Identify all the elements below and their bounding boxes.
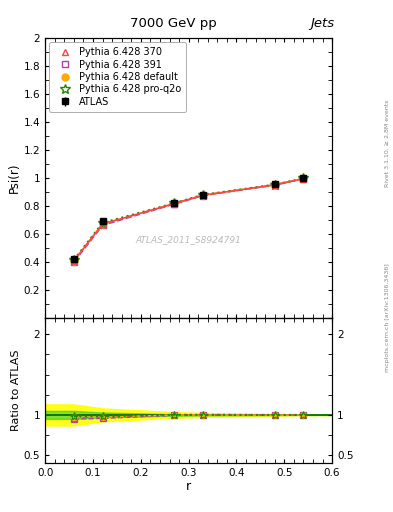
- Text: Jets: Jets: [310, 16, 334, 30]
- Pythia 6.428 391: [72, 259, 76, 265]
- Text: ATLAS_2011_S8924791: ATLAS_2011_S8924791: [136, 235, 242, 244]
- Pythia 6.428 pro-q2o: [201, 192, 206, 198]
- Y-axis label: Psi(r): Psi(r): [8, 163, 21, 194]
- Pythia 6.428 pro-q2o: [172, 200, 177, 206]
- Pythia 6.428 391: [100, 222, 105, 228]
- Pythia 6.428 370: [272, 182, 277, 188]
- Pythia 6.428 pro-q2o: [100, 220, 105, 226]
- X-axis label: r: r: [186, 480, 191, 493]
- Y-axis label: Ratio to ATLAS: Ratio to ATLAS: [11, 350, 21, 432]
- Pythia 6.428 391: [272, 182, 277, 188]
- Pythia 6.428 pro-q2o: [272, 182, 277, 188]
- Pythia 6.428 370: [201, 192, 206, 198]
- Pythia 6.428 391: [201, 193, 206, 199]
- Pythia 6.428 391: [301, 176, 306, 182]
- Pythia 6.428 default: [72, 258, 76, 264]
- Line: Pythia 6.428 pro-q2o: Pythia 6.428 pro-q2o: [69, 174, 308, 265]
- Line: Pythia 6.428 391: Pythia 6.428 391: [70, 175, 307, 266]
- Legend: Pythia 6.428 370, Pythia 6.428 391, Pythia 6.428 default, Pythia 6.428 pro-q2o, : Pythia 6.428 370, Pythia 6.428 391, Pyth…: [49, 42, 186, 112]
- Pythia 6.428 default: [100, 221, 105, 227]
- Pythia 6.428 370: [301, 176, 306, 182]
- Line: Pythia 6.428 default: Pythia 6.428 default: [70, 175, 307, 264]
- Line: Pythia 6.428 370: Pythia 6.428 370: [70, 175, 307, 264]
- Pythia 6.428 default: [272, 182, 277, 188]
- Text: 7000 GeV pp: 7000 GeV pp: [130, 16, 216, 30]
- Pythia 6.428 pro-q2o: [301, 176, 306, 182]
- Pythia 6.428 370: [72, 258, 76, 264]
- Pythia 6.428 370: [172, 201, 177, 207]
- Pythia 6.428 default: [172, 200, 177, 206]
- Pythia 6.428 default: [301, 176, 306, 182]
- Text: Rivet 3.1.10, ≥ 2.8M events: Rivet 3.1.10, ≥ 2.8M events: [385, 100, 389, 187]
- Pythia 6.428 391: [172, 201, 177, 207]
- Pythia 6.428 pro-q2o: [72, 257, 76, 263]
- Pythia 6.428 370: [100, 221, 105, 227]
- Pythia 6.428 default: [201, 192, 206, 198]
- Text: mcplots.cern.ch [arXiv:1306.3436]: mcplots.cern.ch [arXiv:1306.3436]: [385, 263, 389, 372]
